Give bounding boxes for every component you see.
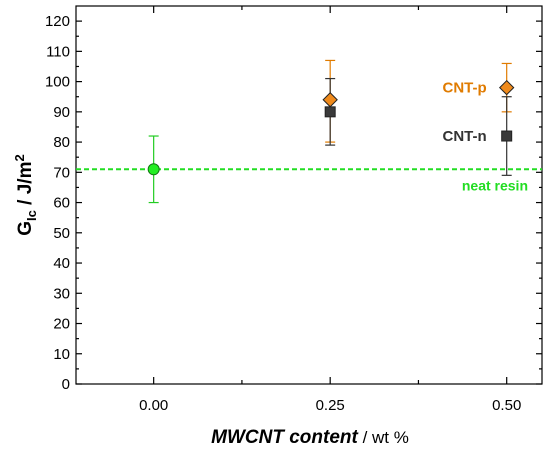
x-tick-label: 0.00 — [139, 397, 168, 414]
y-tick-label: 10 — [53, 346, 70, 363]
x-tick-label: 0.25 — [316, 397, 345, 414]
y-axis-title: GIc / J/m2 — [12, 154, 39, 235]
y-tick-label: 90 — [53, 104, 70, 121]
y-tick-label: 40 — [53, 255, 70, 272]
y-tick-label: 50 — [53, 225, 70, 242]
y-axis-title-sub: Ic — [24, 210, 39, 221]
y-tick-label: 100 — [45, 74, 70, 91]
data-point-diamond — [498, 79, 515, 96]
y-tick-label: 60 — [53, 195, 70, 212]
data-point-diamond — [322, 92, 338, 108]
x-axis-title-unit: / wt % — [358, 428, 409, 447]
y-tick-label: 70 — [53, 164, 70, 181]
x-axis-title-main: MWCNT content — [211, 427, 358, 448]
plot-frame — [75, 5, 543, 385]
y-tick-label: 80 — [53, 134, 70, 151]
y-tick-label: 120 — [45, 13, 70, 30]
data-point-square — [501, 130, 513, 142]
x-axis-title: MWCNT content / wt % — [211, 427, 409, 448]
data-point-circle — [147, 163, 160, 176]
y-axis-title-unit: / J/m — [15, 162, 36, 211]
y-tick-label: 0 — [62, 376, 70, 393]
series-annotation: CNT-p — [443, 80, 487, 97]
data-marks — [147, 59, 515, 204]
reference-line-label: neat resin — [462, 177, 528, 193]
y-axis-title-main: G — [15, 221, 36, 236]
x-tick-label: 0.50 — [492, 397, 521, 414]
y-tick-label: 30 — [53, 285, 70, 302]
y-tick-label: 110 — [46, 43, 70, 60]
y-axis: 0 10 20 30 40 50 60 70 80 90 100 110 120 — [45, 13, 542, 393]
reference-line-group: neat resin — [76, 168, 542, 193]
y-tick-label: 20 — [53, 316, 70, 333]
annotations: CNT-p CNT-n — [443, 80, 487, 145]
series-annotation: CNT-n — [443, 128, 487, 145]
x-axis: 0.00 0.25 0.50 — [139, 6, 521, 414]
data-point-square — [324, 106, 336, 118]
y-axis-title-sup: 2 — [12, 154, 27, 161]
